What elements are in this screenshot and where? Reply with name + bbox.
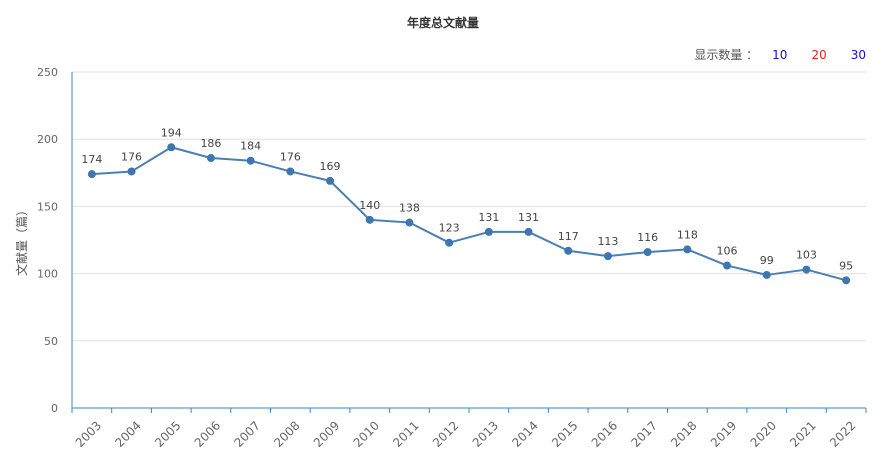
- data-point: [564, 246, 573, 255]
- data-label: 176: [280, 150, 301, 163]
- x-tick-label: 2007: [231, 418, 262, 449]
- x-tick-label: 2013: [470, 418, 501, 449]
- data-point: [87, 170, 96, 179]
- data-point: [723, 261, 732, 270]
- x-tick-labels: 2003 2004 2005 2006 2007 2008 2009 2010 2011 2012…: [73, 418, 859, 449]
- data-label: 118: [677, 228, 698, 241]
- data-point: [326, 176, 335, 185]
- data-label: 169: [320, 160, 341, 173]
- data-point: [762, 270, 771, 279]
- display-count-control: 显示数量 ： 10 20 30: [694, 46, 866, 63]
- x-tick-label: 2012: [430, 418, 461, 449]
- data-label: 116: [637, 231, 658, 244]
- y-tick-label: 200: [37, 133, 58, 146]
- data-point: [206, 154, 215, 163]
- x-tick-label: 2021: [787, 418, 818, 449]
- data-label: 113: [597, 235, 618, 248]
- y-tick-label: 100: [37, 268, 58, 281]
- data-labels: 174 176 194 186 184 176 169 140 138 123 131 131 117 1…: [81, 126, 853, 272]
- data-label: 140: [359, 199, 380, 212]
- data-point: [643, 248, 652, 257]
- display-count-option-10[interactable]: 10: [772, 47, 788, 62]
- data-point: [683, 245, 692, 254]
- x-tick-label: 2015: [549, 418, 580, 449]
- axes: [71, 72, 867, 413]
- y-axis-title: 文献量（篇）: [14, 204, 29, 276]
- x-tick-label: 2005: [152, 418, 183, 449]
- data-label: 99: [760, 254, 774, 267]
- grid-lines: [72, 71, 866, 342]
- data-label: 103: [796, 249, 817, 262]
- x-tick-label: 2019: [708, 418, 739, 449]
- data-label: 95: [839, 259, 853, 272]
- x-tick-label: 2018: [668, 418, 699, 449]
- y-tick-labels: 0 50 100 150 200 250: [37, 66, 58, 415]
- y-tick-label: 150: [37, 200, 58, 213]
- x-tick-label: 2022: [827, 418, 858, 449]
- data-label: 131: [518, 211, 539, 224]
- data-point: [603, 252, 612, 261]
- x-tick-label: 2008: [271, 418, 302, 449]
- data-label: 117: [558, 230, 579, 243]
- data-label: 174: [81, 153, 102, 166]
- data-point: [445, 238, 454, 247]
- data-label: 106: [717, 245, 738, 258]
- data-label: 194: [161, 126, 182, 139]
- x-tick-label: 2014: [509, 418, 540, 449]
- data-label: 138: [399, 202, 420, 215]
- display-count-label: 显示数量 ：: [694, 48, 759, 62]
- x-tick-label: 2006: [192, 418, 223, 449]
- data-point: [524, 227, 533, 236]
- data-label: 123: [439, 222, 460, 235]
- y-tick-label: 0: [51, 402, 58, 415]
- data-label: 184: [240, 140, 261, 153]
- data-label: 186: [200, 137, 221, 150]
- data-point: [286, 167, 295, 176]
- x-tick-label: 2020: [748, 418, 779, 449]
- x-tick-label: 2009: [311, 418, 342, 449]
- display-count-option-20[interactable]: 20: [811, 47, 827, 62]
- display-count-option-30[interactable]: 30: [850, 47, 866, 62]
- data-point: [127, 167, 136, 176]
- data-point: [484, 227, 493, 236]
- x-tick-label: 2003: [73, 418, 104, 449]
- data-point: [405, 218, 414, 227]
- x-tick-label: 2010: [351, 418, 382, 449]
- x-tick-label: 2004: [112, 418, 143, 449]
- data-label: 176: [121, 150, 142, 163]
- data-point: [365, 215, 374, 224]
- data-label: 131: [478, 211, 499, 224]
- series-line-group: [91, 146, 847, 282]
- y-tick-label: 50: [44, 335, 58, 348]
- data-point: [842, 276, 851, 285]
- data-points: [87, 143, 851, 285]
- data-point: [246, 156, 255, 165]
- data-point: [167, 143, 176, 152]
- x-tick-label: 2016: [589, 418, 620, 449]
- x-tick-label: 2017: [628, 418, 659, 449]
- x-tick-label: 2011: [390, 418, 421, 449]
- chart-title: 年度总文献量: [406, 16, 479, 30]
- y-tick-label: 250: [37, 66, 58, 79]
- data-point: [802, 265, 811, 274]
- series-line: [91, 146, 847, 282]
